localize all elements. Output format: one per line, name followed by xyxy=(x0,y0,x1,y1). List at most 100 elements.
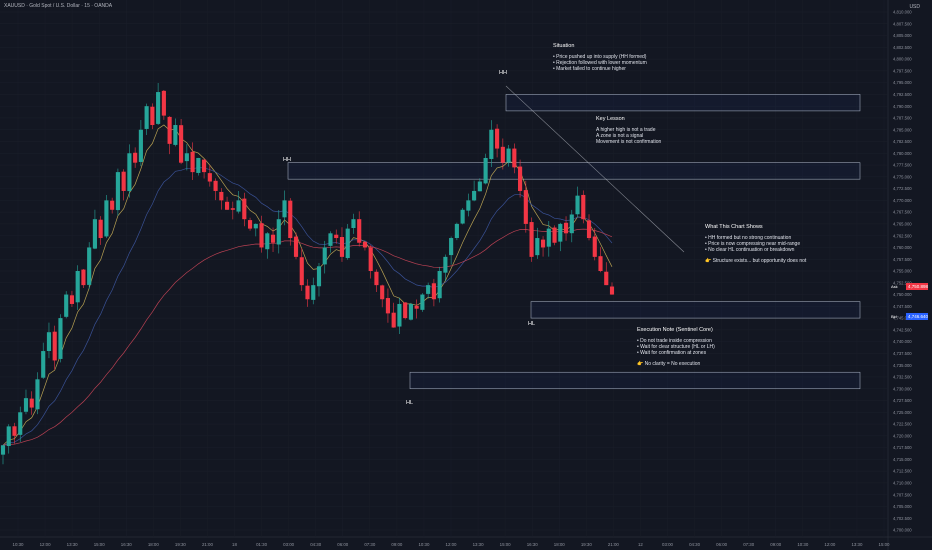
candle-body xyxy=(466,200,471,211)
x-tick-label: 04:30 xyxy=(689,542,701,547)
what-shows-note: What This Chart Shows • HH formed but no… xyxy=(705,224,806,264)
candle-body xyxy=(299,257,304,286)
candle-body xyxy=(391,312,396,328)
candle-body xyxy=(506,148,511,163)
y-tick-label: 4,730.000 xyxy=(893,386,912,391)
candle-body xyxy=(69,295,75,304)
candle-body xyxy=(133,152,138,163)
y-tick-label: 4,732.500 xyxy=(893,375,912,380)
candle-body xyxy=(253,223,258,229)
symbol-title[interactable]: XAUUSD · Gold Spot / U.S. Dollar · 15 · … xyxy=(4,3,113,9)
execution-note: Execution Note (Sentinel Core) • Do not … xyxy=(637,327,715,367)
x-tick-label: 10:30 xyxy=(797,542,809,547)
candle-body xyxy=(495,128,500,149)
candle-body xyxy=(127,153,132,192)
candle-body xyxy=(339,237,345,257)
x-tick-label: 13:30 xyxy=(851,542,863,547)
zone-mid-upper xyxy=(287,162,861,180)
y-tick-label: 4,742.500 xyxy=(893,327,912,332)
y-tick-label: 4,770.000 xyxy=(893,198,912,203)
y-tick-label: 4,772.500 xyxy=(893,186,912,191)
y-tick-label: 4,747.500 xyxy=(893,304,912,309)
candle-body xyxy=(540,239,546,248)
situation-line: • Rejection followed with lower momentum xyxy=(553,60,647,66)
candle-body xyxy=(592,236,597,257)
candle-body xyxy=(23,398,29,412)
y-tick-label: 4,702.500 xyxy=(893,516,912,521)
y-tick-label: 4,785.000 xyxy=(893,127,912,132)
candle-body xyxy=(41,351,46,378)
y-tick-label: 4,810.000 xyxy=(893,10,912,15)
candle-body xyxy=(598,256,603,271)
zone-bottom xyxy=(409,371,861,390)
y-tick-label: 4,802.500 xyxy=(893,45,912,50)
candle-body xyxy=(196,157,201,173)
y-tick-label: 4,745.000 xyxy=(893,316,912,321)
x-tick-label: 03:00 xyxy=(283,542,295,547)
candle-body xyxy=(115,172,120,211)
zones-layer xyxy=(287,94,861,390)
x-tick-label: 21:00 xyxy=(202,542,214,547)
y-axis[interactable]: 4,810.000 4,807.500 4,805.000 4,802.500 4,80… xyxy=(893,10,912,533)
candle-body xyxy=(110,200,115,210)
y-tick-label: 4,750.000 xyxy=(893,292,912,297)
candle-body xyxy=(265,233,270,250)
y-tick-label: 4,760.000 xyxy=(893,245,912,250)
x-tick-label: 16:30 xyxy=(121,542,133,547)
x-tick-label: 15:00 xyxy=(94,542,106,547)
execution-line: • Do not trade inside compression xyxy=(637,338,712,344)
y-tick-label: 4,757.500 xyxy=(893,257,912,262)
candle-body xyxy=(420,294,425,310)
candle-body xyxy=(282,200,287,218)
candle-body xyxy=(173,125,178,145)
y-tick-label: 4,790.000 xyxy=(893,104,912,109)
candle-body xyxy=(523,190,528,224)
candle-body xyxy=(213,180,218,191)
ask-price-tag: Ask 4,750.898 xyxy=(891,283,928,290)
situation-title: Situation xyxy=(553,43,575,49)
x-tick-label: 18:00 xyxy=(554,542,566,547)
zone-mid-lower xyxy=(530,301,861,319)
candle-body xyxy=(150,106,155,126)
candle-body xyxy=(604,271,609,286)
x-tick-label: 16:30 xyxy=(527,542,539,547)
y-tick-label: 4,775.000 xyxy=(893,174,912,179)
candle-body xyxy=(236,200,241,212)
y-tick-label: 4,782.500 xyxy=(893,139,912,144)
key-lesson-line: A higher high is not a trade xyxy=(596,127,656,133)
x-tick-label: 04:30 xyxy=(310,542,322,547)
y-tick-label: 4,705.000 xyxy=(893,504,912,509)
y-tick-label: 4,787.500 xyxy=(893,116,912,121)
y-tick-label: 4,792.500 xyxy=(893,92,912,97)
y-tick-label: 4,717.500 xyxy=(893,445,912,450)
candle-body xyxy=(138,129,143,162)
y-tick-label: 4,752.500 xyxy=(893,280,912,285)
candle-body xyxy=(426,285,431,294)
candle-body xyxy=(322,247,327,265)
y-tick-label: 4,712.500 xyxy=(893,469,912,474)
candle-body xyxy=(92,219,97,249)
y-tick-label: 4,805.000 xyxy=(893,33,912,38)
y-tick-label: 4,700.000 xyxy=(893,528,912,533)
trend-line[interactable] xyxy=(505,85,685,253)
candle-body xyxy=(552,227,557,243)
x-tick-label: 01:30 xyxy=(256,542,268,547)
candles-layer xyxy=(0,82,615,465)
candle-body xyxy=(368,247,373,271)
y-tick-label: 4,737.500 xyxy=(893,351,912,356)
candle-body xyxy=(403,302,408,319)
x-axis[interactable]: 10:30 12:00 13:30 15:00 16:30 18:00 19:30 21:00… xyxy=(13,542,891,547)
candle-body xyxy=(293,236,299,257)
candle-body xyxy=(52,331,57,361)
hl-label-1: HL xyxy=(406,400,414,406)
candle-body xyxy=(581,194,586,220)
candle-body xyxy=(104,200,109,237)
candle-body xyxy=(351,219,356,229)
x-tick-label: 09:00 xyxy=(391,542,403,547)
key-lesson-line: Movement is not confirmation xyxy=(596,139,662,145)
candle-body xyxy=(167,116,172,144)
supply-zone-top xyxy=(505,94,861,112)
candle-body xyxy=(483,157,488,184)
